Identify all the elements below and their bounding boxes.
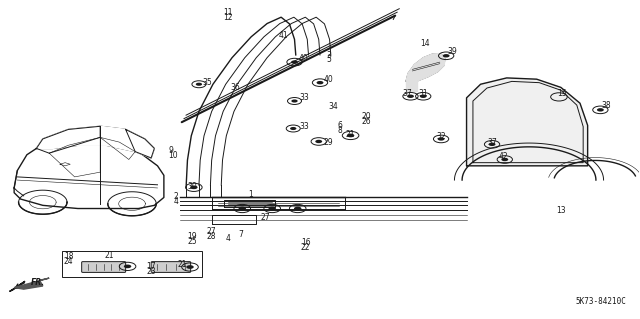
Polygon shape <box>10 281 25 292</box>
Text: 24: 24 <box>64 257 74 266</box>
Text: 19: 19 <box>188 233 197 241</box>
Text: 5: 5 <box>326 56 332 64</box>
Text: 42: 42 <box>499 152 508 161</box>
Text: 23: 23 <box>147 267 156 276</box>
Text: 20: 20 <box>362 112 371 121</box>
Text: 14: 14 <box>420 39 430 48</box>
Text: 9: 9 <box>168 146 173 155</box>
Text: 37: 37 <box>487 137 497 147</box>
Text: 36: 36 <box>231 83 241 92</box>
Text: 10: 10 <box>168 151 178 160</box>
Text: 4: 4 <box>173 197 179 206</box>
Text: 33: 33 <box>299 93 308 102</box>
Text: 28: 28 <box>207 232 216 241</box>
Circle shape <box>420 94 427 98</box>
FancyBboxPatch shape <box>151 262 191 272</box>
Text: 21: 21 <box>104 251 114 260</box>
Bar <box>62 251 202 277</box>
Circle shape <box>269 207 276 210</box>
Text: 34: 34 <box>328 102 338 111</box>
Polygon shape <box>467 78 588 166</box>
Circle shape <box>316 140 322 143</box>
Text: 17: 17 <box>147 262 156 271</box>
Text: 27: 27 <box>260 212 270 222</box>
Text: 18: 18 <box>64 252 74 261</box>
Text: 32: 32 <box>436 132 445 141</box>
Circle shape <box>239 207 246 210</box>
Circle shape <box>190 185 198 189</box>
Text: 25: 25 <box>188 237 197 246</box>
Text: 27: 27 <box>207 227 216 236</box>
Circle shape <box>124 264 131 268</box>
Circle shape <box>347 134 355 137</box>
Circle shape <box>294 207 301 210</box>
Circle shape <box>407 94 414 98</box>
Text: 29: 29 <box>323 137 333 147</box>
Circle shape <box>597 108 604 112</box>
Text: 6: 6 <box>337 121 342 130</box>
Text: 30: 30 <box>188 182 197 191</box>
Circle shape <box>291 100 298 103</box>
Text: FR.: FR. <box>31 278 45 287</box>
Circle shape <box>443 54 450 57</box>
Text: 40: 40 <box>323 75 333 84</box>
Circle shape <box>488 143 495 146</box>
Text: 38: 38 <box>602 101 611 110</box>
Text: 21: 21 <box>177 260 187 269</box>
Text: 40: 40 <box>299 54 308 63</box>
Text: 26: 26 <box>362 117 371 126</box>
Text: 4: 4 <box>226 234 230 243</box>
Text: 31: 31 <box>419 89 428 98</box>
Polygon shape <box>14 278 49 289</box>
Circle shape <box>196 83 202 86</box>
Text: 7: 7 <box>239 230 243 239</box>
FancyBboxPatch shape <box>82 262 125 272</box>
Polygon shape <box>36 126 154 158</box>
Text: 33: 33 <box>299 122 308 131</box>
Text: 1: 1 <box>248 190 253 199</box>
Circle shape <box>501 158 508 161</box>
Circle shape <box>290 127 296 130</box>
Text: 15: 15 <box>557 89 567 98</box>
Circle shape <box>186 265 194 269</box>
Circle shape <box>317 81 323 84</box>
Text: 41: 41 <box>278 31 288 40</box>
Text: 3: 3 <box>326 51 332 60</box>
Polygon shape <box>406 81 417 91</box>
Circle shape <box>291 60 298 64</box>
Text: 16: 16 <box>301 238 310 247</box>
Text: 5K73-84210C: 5K73-84210C <box>575 297 626 306</box>
Text: 8: 8 <box>337 126 342 135</box>
Polygon shape <box>406 54 445 84</box>
Text: 39: 39 <box>447 47 457 56</box>
Circle shape <box>438 137 445 141</box>
Polygon shape <box>14 139 164 209</box>
Text: 37: 37 <box>403 89 413 98</box>
Text: 22: 22 <box>301 242 310 252</box>
Text: 35: 35 <box>202 78 212 86</box>
Text: 13: 13 <box>556 206 565 215</box>
Text: 11: 11 <box>223 8 233 17</box>
Text: 21: 21 <box>346 130 355 139</box>
Text: 12: 12 <box>223 13 233 22</box>
Text: 2: 2 <box>173 192 178 201</box>
